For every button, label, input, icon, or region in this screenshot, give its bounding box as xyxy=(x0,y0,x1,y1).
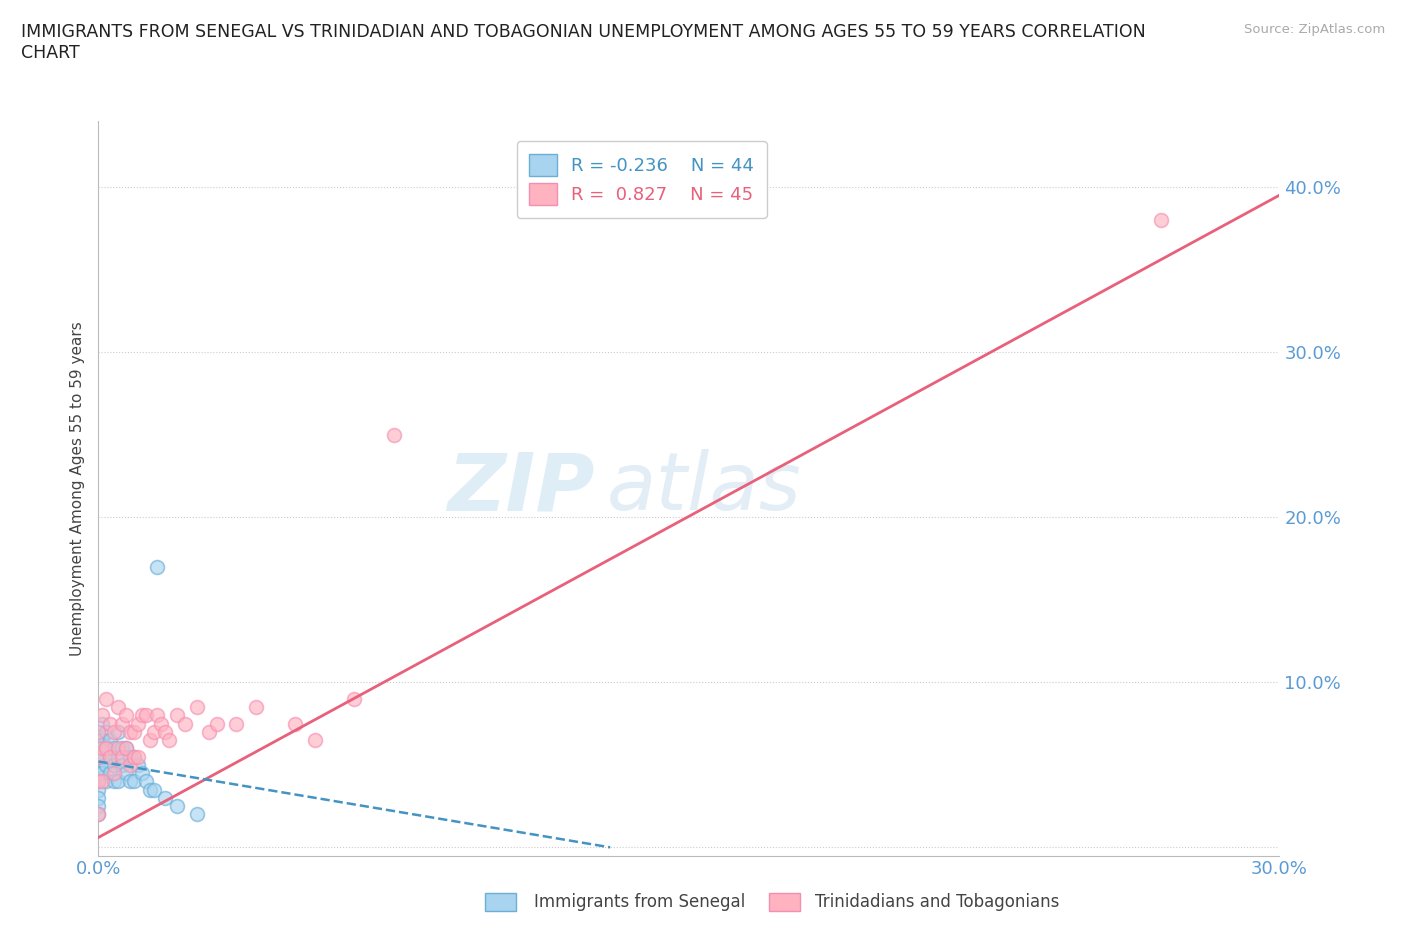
Point xyxy=(122,749,145,764)
Point xyxy=(205,716,228,731)
Point xyxy=(122,749,145,764)
Point xyxy=(111,741,134,756)
Point xyxy=(146,559,169,574)
Point xyxy=(103,724,125,739)
Point xyxy=(87,749,110,764)
Point xyxy=(91,765,114,780)
Point xyxy=(142,782,165,797)
Point xyxy=(115,741,138,756)
Point xyxy=(87,799,110,814)
Text: Immigrants from Senegal: Immigrants from Senegal xyxy=(534,893,745,911)
Point xyxy=(103,774,125,789)
Point xyxy=(87,774,110,789)
Point xyxy=(107,699,129,714)
Point xyxy=(135,708,157,723)
Point xyxy=(87,749,110,764)
Point xyxy=(197,724,219,739)
Point xyxy=(103,741,125,756)
Point xyxy=(96,741,118,756)
Point xyxy=(146,708,169,723)
Point xyxy=(115,765,138,780)
Point xyxy=(107,774,129,789)
Y-axis label: Unemployment Among Ages 55 to 59 years: Unemployment Among Ages 55 to 59 years xyxy=(69,321,84,656)
Point xyxy=(131,708,153,723)
Point xyxy=(155,790,177,805)
Point xyxy=(186,807,208,822)
Point xyxy=(118,757,141,772)
Point xyxy=(122,724,145,739)
Point xyxy=(91,749,114,764)
Point xyxy=(382,427,405,442)
Point xyxy=(96,741,118,756)
Point xyxy=(91,708,114,723)
Point xyxy=(96,757,118,772)
Point xyxy=(122,774,145,789)
Point xyxy=(87,807,110,822)
Point xyxy=(107,724,129,739)
Point xyxy=(103,757,125,772)
Point xyxy=(91,716,114,731)
Point xyxy=(96,691,118,706)
Point xyxy=(111,757,134,772)
Point xyxy=(1150,213,1173,228)
Point xyxy=(103,765,125,780)
Point xyxy=(115,708,138,723)
Point xyxy=(111,716,134,731)
Point xyxy=(166,799,188,814)
Point xyxy=(138,782,160,797)
Text: Source: ZipAtlas.com: Source: ZipAtlas.com xyxy=(1244,23,1385,36)
Point xyxy=(115,741,138,756)
Point xyxy=(96,724,118,739)
Point xyxy=(135,774,157,789)
Point xyxy=(87,774,110,789)
Point xyxy=(166,708,188,723)
Point xyxy=(225,716,247,731)
Point xyxy=(96,774,118,789)
Point xyxy=(91,733,114,748)
Point xyxy=(245,699,267,714)
Text: Trinidadians and Tobagonians: Trinidadians and Tobagonians xyxy=(815,893,1060,911)
Point xyxy=(87,733,110,748)
Point xyxy=(107,749,129,764)
Point xyxy=(118,749,141,764)
Point xyxy=(98,749,121,764)
Point xyxy=(91,774,114,789)
Point xyxy=(304,733,326,748)
Point xyxy=(87,790,110,805)
Point xyxy=(127,716,149,731)
Point xyxy=(87,765,110,780)
Text: IMMIGRANTS FROM SENEGAL VS TRINIDADIAN AND TOBAGONIAN UNEMPLOYMENT AMONG AGES 55: IMMIGRANTS FROM SENEGAL VS TRINIDADIAN A… xyxy=(21,23,1146,62)
Point xyxy=(150,716,173,731)
Point xyxy=(87,724,110,739)
Point xyxy=(98,765,121,780)
Point xyxy=(118,724,141,739)
Point xyxy=(91,741,114,756)
Point xyxy=(138,733,160,748)
Point xyxy=(131,765,153,780)
Text: atlas: atlas xyxy=(606,449,801,527)
Point xyxy=(87,757,110,772)
Point xyxy=(284,716,307,731)
Point xyxy=(98,716,121,731)
Point xyxy=(155,724,177,739)
Point xyxy=(107,741,129,756)
Point xyxy=(87,741,110,756)
Text: ZIP: ZIP xyxy=(447,449,595,527)
Point xyxy=(127,757,149,772)
Point xyxy=(87,782,110,797)
Point xyxy=(98,733,121,748)
Point xyxy=(111,749,134,764)
Point xyxy=(157,733,180,748)
Legend: R = -0.236    N = 44, R =  0.827    N = 45: R = -0.236 N = 44, R = 0.827 N = 45 xyxy=(517,141,766,218)
Point xyxy=(142,724,165,739)
Point xyxy=(186,699,208,714)
Point xyxy=(118,774,141,789)
Point xyxy=(343,691,366,706)
Point xyxy=(174,716,197,731)
Point xyxy=(98,749,121,764)
Point xyxy=(87,807,110,822)
Point xyxy=(127,749,149,764)
